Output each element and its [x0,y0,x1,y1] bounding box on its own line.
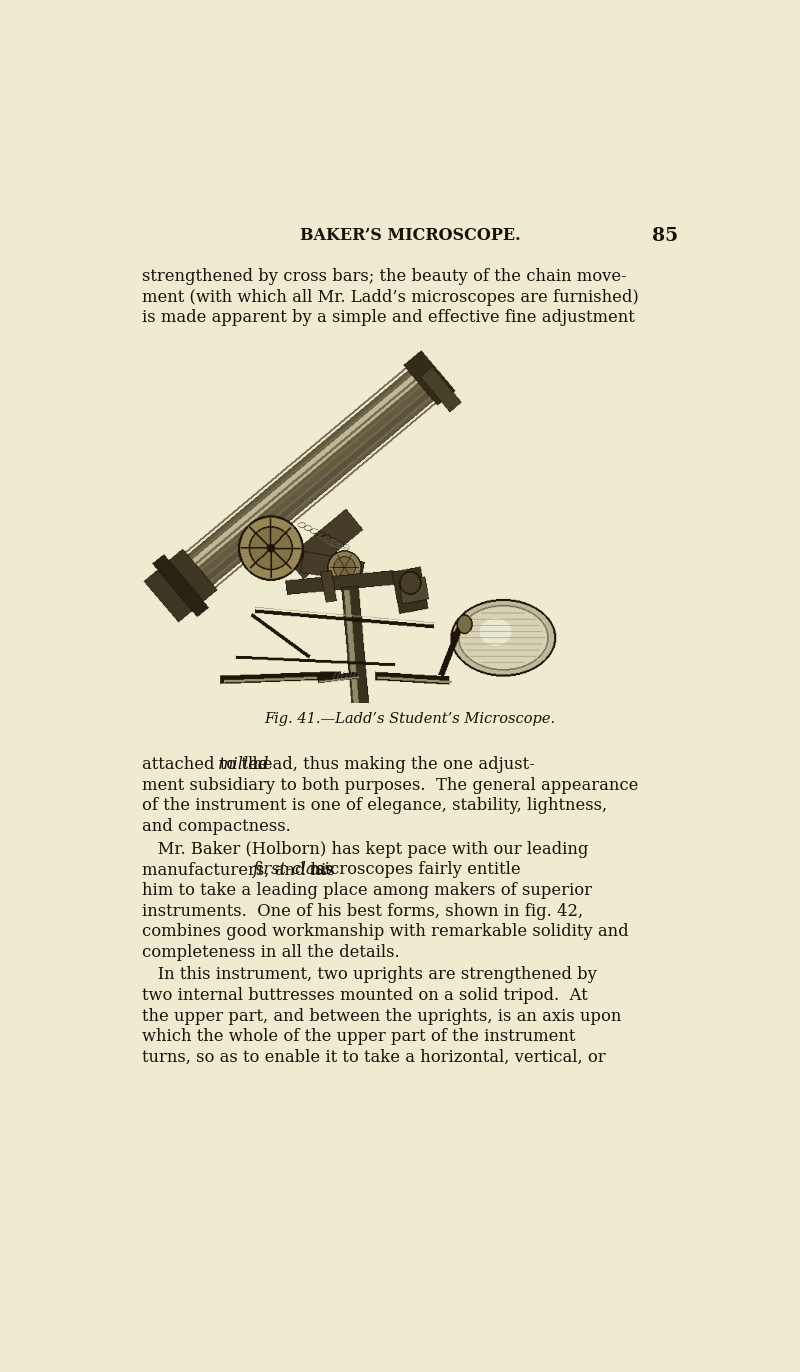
Text: the upper part, and between the uprights, is an axis upon: the upper part, and between the uprights… [142,1007,622,1025]
Text: microscopes fairly entitle: microscopes fairly entitle [304,862,521,878]
Text: of the instrument is one of elegance, stability, lightness,: of the instrument is one of elegance, st… [142,797,607,815]
Text: completeness in all the details.: completeness in all the details. [142,944,400,960]
Text: him to take a leading place among makers of superior: him to take a leading place among makers… [142,882,592,899]
Text: ment subsidiary to both purposes.  The general appearance: ment subsidiary to both purposes. The ge… [142,777,638,794]
Text: In this instrument, two uprights are strengthened by: In this instrument, two uprights are str… [142,966,597,984]
Text: milled: milled [218,756,270,774]
Text: BAKER’S MICROSCOPE.: BAKER’S MICROSCOPE. [300,228,520,244]
Text: head, thus making the one adjust-: head, thus making the one adjust- [246,756,534,774]
Text: first-class: first-class [251,862,332,878]
Text: instruments.  One of his best forms, shown in fig. 42,: instruments. One of his best forms, show… [142,903,583,919]
Text: ment (with which all Mr. Ladd’s microscopes are furnished): ment (with which all Mr. Ladd’s microsco… [142,288,639,306]
Text: two internal buttresses mounted on a solid tripod.  At: two internal buttresses mounted on a sol… [142,986,588,1004]
Text: Fig. 41.—Ladd’s Student’s Microscope.: Fig. 41.—Ladd’s Student’s Microscope. [265,712,555,726]
Text: and compactness.: and compactness. [142,818,291,836]
Text: 85: 85 [652,228,678,246]
Text: which the whole of the upper part of the instrument: which the whole of the upper part of the… [142,1028,575,1045]
Text: combines good workmanship with remarkable solidity and: combines good workmanship with remarkabl… [142,923,629,940]
Text: manufacturers, and his: manufacturers, and his [142,862,340,878]
Text: strengthened by cross bars; the beauty of the chain move-: strengthened by cross bars; the beauty o… [142,268,627,285]
Text: attached to the: attached to the [142,756,274,774]
Text: turns, so as to enable it to take a horizontal, vertical, or: turns, so as to enable it to take a hori… [142,1048,606,1066]
Text: Mr. Baker (Holborn) has kept pace with our leading: Mr. Baker (Holborn) has kept pace with o… [142,841,589,858]
Text: is made apparent by a simple and effective fine adjustment: is made apparent by a simple and effecti… [142,309,635,327]
